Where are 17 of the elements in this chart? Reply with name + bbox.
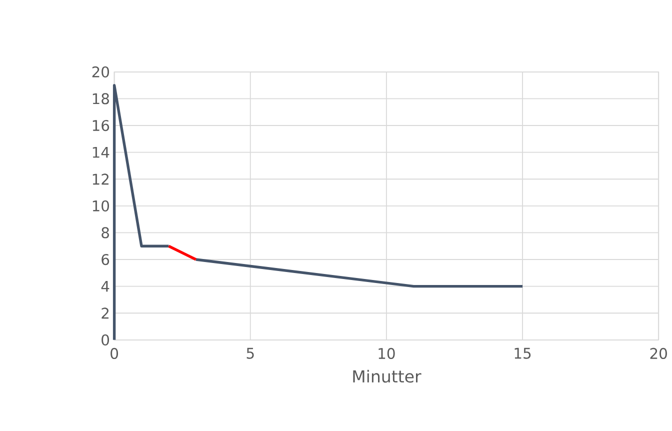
- y-tick-label: 14: [92, 146, 110, 158]
- y-tick-label: 20: [92, 66, 109, 78]
- x-tick-label: 0: [110, 348, 118, 359]
- y-tick-label: 2: [102, 307, 109, 318]
- y-tick-label: 10: [92, 200, 109, 212]
- y-tick-label: 8: [102, 226, 109, 238]
- x-axis-title: Minutter: [353, 370, 422, 382]
- y-tick-label: 0: [102, 334, 110, 346]
- y-tick-label: 12: [92, 173, 109, 184]
- x-tick-label: 20: [650, 348, 667, 359]
- x-tick-label: 5: [246, 348, 254, 359]
- x-tick-label: 15: [514, 348, 531, 359]
- y-tick-label: 4: [101, 280, 110, 292]
- y-tick-label: 16: [92, 120, 110, 131]
- x-tick-label: 10: [378, 348, 395, 359]
- y-tick-label: 18: [92, 92, 109, 104]
- y-tick-label: 6: [102, 254, 110, 265]
